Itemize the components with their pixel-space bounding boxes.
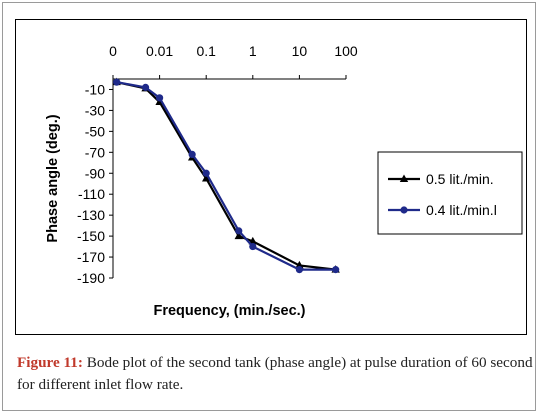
- data-point-2: [156, 94, 164, 102]
- figure-caption: Figure 11: Bode plot of the second tank …: [17, 352, 537, 396]
- data-point-1: [234, 231, 243, 240]
- legend-label-2: 0.4 lit./min.l: [426, 202, 497, 218]
- y-tick-label: -50: [85, 123, 105, 139]
- y-tick-label: -30: [85, 102, 105, 118]
- y-tick-label: -90: [85, 165, 105, 181]
- data-point-1: [295, 260, 304, 269]
- series-line-1: [116, 81, 336, 271]
- y-tick-label: -110: [78, 186, 105, 202]
- data-point-1: [202, 174, 211, 182]
- x-tick-label: 1: [249, 43, 257, 59]
- data-point-2: [295, 266, 303, 274]
- y-tick-label: -70: [85, 144, 105, 160]
- y-tick-label: -130: [77, 207, 105, 223]
- x-tick-label: 0: [109, 43, 117, 59]
- series-line-2: [116, 81, 336, 271]
- data-point-2: [113, 78, 121, 86]
- x-axis-title: Frequency, (min./sec.): [153, 303, 305, 319]
- legend-label-1: 0.5 lit./min.: [426, 171, 494, 187]
- y-tick-label: -170: [77, 249, 105, 265]
- chart-area: 0 0.01 0.1 1 10 100 -10 -30 -50 -70 -90 -110 -130 -15…: [15, 19, 527, 335]
- x-tick-label: 100: [334, 43, 358, 59]
- y-tick-label: -190: [77, 270, 105, 286]
- data-point-1: [248, 236, 257, 245]
- caption-label: Figure 11:: [17, 354, 83, 371]
- y-axis-title: Phase angle (deg.): [45, 114, 61, 242]
- figure-frame: 0 0.01 0.1 1 10 100 -10 -30 -50 -70 -90 -110 -130 -15…: [2, 2, 536, 411]
- bode-plot: 0 0.01 0.1 1 10 100 -10 -30 -50 -70 -90 -110 -130 -15…: [45, 43, 523, 319]
- data-point-2: [235, 227, 243, 235]
- legend-marker-1: [399, 174, 409, 182]
- x-tick-label: 0.01: [146, 43, 173, 59]
- x-tick-label: 10: [292, 43, 308, 59]
- data-point-2: [141, 83, 150, 91]
- y-tick-label: -150: [77, 228, 105, 244]
- x-tick-label: 0.1: [196, 43, 216, 59]
- caption-text: Bode plot of the second tank (phase angl…: [17, 354, 533, 393]
- data-point-2: [188, 150, 196, 159]
- data-point-2: [249, 242, 257, 251]
- legend-box: [377, 151, 523, 235]
- y-tick-label: -10: [85, 81, 105, 97]
- legend-marker-2: [400, 206, 408, 214]
- data-point-2: [332, 266, 340, 274]
- data-point-2: [202, 169, 210, 177]
